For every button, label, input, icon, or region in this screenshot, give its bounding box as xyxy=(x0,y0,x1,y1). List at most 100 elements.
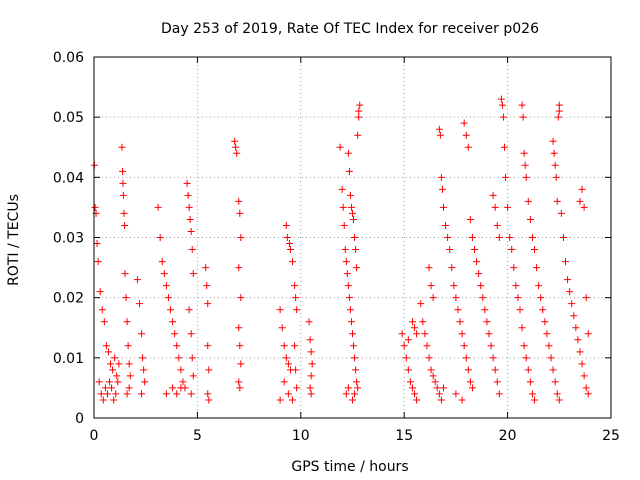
data-point xyxy=(549,137,557,145)
data-point xyxy=(506,234,514,241)
data-point xyxy=(110,396,118,404)
x-tick-label: 10 xyxy=(292,428,310,444)
data-point xyxy=(349,330,356,338)
data-point xyxy=(187,390,195,398)
data-point xyxy=(171,330,179,338)
data-point xyxy=(347,318,355,326)
data-point xyxy=(404,366,412,374)
data-point xyxy=(235,197,243,205)
data-point xyxy=(93,240,101,248)
data-point xyxy=(460,119,468,127)
data-point xyxy=(91,203,99,211)
data-point xyxy=(522,173,530,181)
data-point xyxy=(458,396,466,404)
data-point xyxy=(138,330,146,338)
data-point xyxy=(345,294,353,302)
data-point xyxy=(232,143,240,151)
data-point xyxy=(185,203,193,211)
data-point xyxy=(233,149,241,157)
data-point xyxy=(154,203,162,211)
data-point xyxy=(139,354,147,362)
data-point xyxy=(520,342,528,350)
data-point xyxy=(341,246,349,254)
y-tick-label: 0.04 xyxy=(53,170,84,186)
data-point xyxy=(446,246,454,254)
data-point xyxy=(539,306,547,314)
data-point xyxy=(173,390,181,398)
data-point xyxy=(235,264,243,272)
data-point xyxy=(519,113,527,121)
y-tick-label: 0 xyxy=(75,411,84,427)
data-point xyxy=(189,372,197,380)
y-tick-label: 0.03 xyxy=(53,231,84,247)
data-point xyxy=(353,264,361,272)
y-tick-label: 0.01 xyxy=(53,351,84,367)
data-point xyxy=(533,264,541,272)
data-point xyxy=(543,330,551,338)
data-point xyxy=(411,390,419,398)
y-tick-label: 0.02 xyxy=(53,291,84,307)
data-point xyxy=(342,258,350,266)
data-point xyxy=(119,179,127,187)
data-point xyxy=(475,270,483,278)
data-point xyxy=(551,378,559,386)
data-point xyxy=(438,185,446,193)
data-point xyxy=(498,101,506,109)
data-point xyxy=(417,300,425,308)
data-point xyxy=(481,306,489,314)
data-point xyxy=(435,125,443,133)
data-point xyxy=(346,191,354,199)
data-point xyxy=(349,209,356,217)
data-point xyxy=(346,306,354,314)
data-point xyxy=(584,390,592,398)
data-point xyxy=(439,384,447,392)
data-point xyxy=(444,234,452,241)
plot-frame xyxy=(93,56,612,419)
data-point xyxy=(344,384,352,392)
data-point xyxy=(204,342,212,350)
data-point xyxy=(491,203,499,211)
data-point xyxy=(555,101,563,109)
data-point xyxy=(102,342,110,350)
data-point xyxy=(293,306,301,314)
data-point xyxy=(95,378,103,386)
data-point xyxy=(282,221,290,229)
data-point xyxy=(487,342,495,350)
data-point xyxy=(188,354,196,362)
data-point xyxy=(99,396,107,404)
data-point xyxy=(466,378,474,386)
data-point xyxy=(468,234,476,241)
data-point xyxy=(555,396,563,404)
data-point xyxy=(342,390,350,398)
data-point xyxy=(350,342,358,350)
data-point xyxy=(98,306,106,314)
data-point xyxy=(504,203,512,211)
data-point xyxy=(289,396,297,404)
data-point xyxy=(351,354,359,362)
data-point xyxy=(235,324,243,332)
data-point xyxy=(120,209,128,217)
data-point xyxy=(339,203,347,211)
data-point xyxy=(108,384,116,392)
data-point xyxy=(514,294,522,302)
data-point xyxy=(278,324,286,332)
data-point xyxy=(559,234,567,241)
data-point xyxy=(189,270,197,278)
data-point xyxy=(187,330,195,338)
data-point xyxy=(522,354,530,362)
y-tick-label: 0.05 xyxy=(53,110,84,126)
data-point xyxy=(141,378,149,386)
data-point xyxy=(179,378,187,386)
data-point xyxy=(280,342,288,350)
data-point xyxy=(568,300,576,308)
data-point xyxy=(489,191,497,199)
data-point xyxy=(485,330,493,338)
data-point xyxy=(97,390,105,398)
data-point xyxy=(550,149,558,157)
data-point xyxy=(491,366,499,374)
data-point xyxy=(493,378,501,386)
data-point xyxy=(305,318,313,326)
data-point xyxy=(442,221,450,229)
data-point xyxy=(126,372,134,380)
data-point xyxy=(283,234,291,241)
